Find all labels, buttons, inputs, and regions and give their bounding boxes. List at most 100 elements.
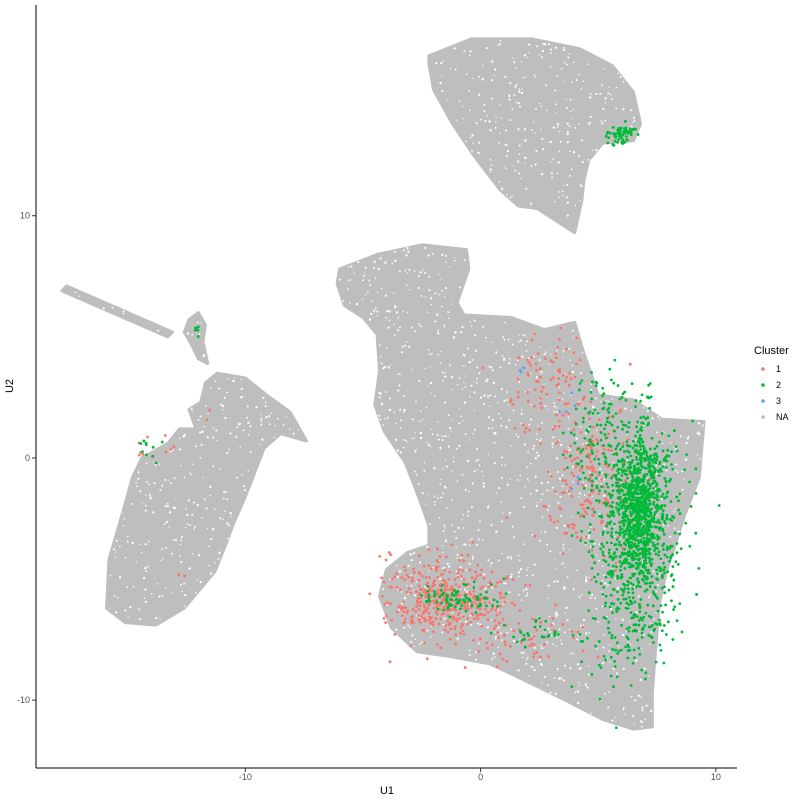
cluster-1-point [435, 612, 439, 616]
na-gap-speck [521, 656, 524, 659]
cluster-2-point [625, 473, 628, 477]
na-gap-speck [628, 621, 631, 623]
na-gap-speck [394, 438, 398, 442]
cluster-1-point [433, 583, 436, 587]
cluster-2-point [611, 415, 615, 418]
na-gap-speck [341, 299, 344, 303]
na-gap-speck [357, 261, 360, 264]
cluster-2-point [648, 547, 652, 551]
na-gap-speck [529, 462, 532, 465]
cluster-2-point [609, 131, 612, 135]
na-gap-speck [601, 605, 604, 608]
cluster-1-point [444, 582, 448, 586]
cluster-2-point [621, 458, 625, 461]
cluster-2-point [626, 607, 630, 611]
na-gap-speck [474, 334, 477, 337]
na-gap-speck [400, 591, 403, 593]
na-gap-speck [554, 692, 557, 695]
cluster-1-point [163, 434, 167, 437]
na-gap-speck [447, 435, 449, 437]
na-gap-speck [504, 464, 507, 466]
na-gap-speck [598, 559, 601, 562]
cluster-2-point [495, 600, 499, 604]
cluster-2-point [608, 421, 612, 425]
cluster-2-point [637, 646, 641, 650]
na-gap-speck [608, 650, 611, 653]
cluster-1-point [400, 576, 404, 579]
cluster-1-point [565, 375, 569, 379]
na-gap-speck [449, 67, 452, 70]
cluster-2-point [504, 592, 508, 596]
cluster-2-point [635, 467, 639, 471]
na-gap-speck [456, 637, 459, 640]
na-gap-speck [510, 573, 513, 576]
cluster-2-point [638, 428, 642, 432]
na-gap-speck [464, 433, 467, 435]
cluster-1-point [576, 456, 580, 460]
cluster-2-point [650, 532, 654, 535]
cluster-1-point [403, 578, 407, 582]
cluster-2-point [581, 420, 585, 424]
cluster-1-point [568, 371, 571, 375]
na-gap-speck [469, 614, 472, 617]
na-gap-speck [563, 524, 566, 527]
cluster-2-point [630, 540, 633, 544]
na-gap-speck [453, 257, 455, 259]
na-gap-speck [153, 482, 156, 485]
na-gap-speck [639, 678, 642, 682]
na-gap-speck [607, 706, 610, 709]
na-gap-speck [471, 482, 474, 485]
na-gap-speck [511, 343, 514, 346]
na-gap-speck [663, 463, 666, 466]
cluster-2-point [467, 599, 471, 603]
cluster-2-point [658, 440, 661, 444]
na-gap-speck [566, 201, 569, 204]
cluster-2-point [633, 444, 637, 447]
cluster-2-point [606, 408, 609, 412]
cluster-2-point [623, 533, 627, 537]
na-gap-speck [268, 423, 271, 426]
cluster-2-point [452, 588, 456, 592]
cluster-2-point [590, 449, 594, 453]
na-gap-speck [601, 122, 604, 125]
cluster-2-point [611, 564, 615, 568]
na-gap-speck [679, 435, 682, 438]
cluster-1-point [526, 373, 530, 377]
na-gap-speck [368, 279, 371, 282]
cluster-2-point [610, 602, 613, 605]
na-gap-speck [139, 617, 142, 620]
na-gap-speck [548, 615, 551, 618]
cluster-2-point [502, 623, 506, 627]
cluster-2-point [604, 594, 608, 598]
cluster-1-point [422, 590, 426, 594]
cluster-2-point [455, 598, 459, 601]
cluster-1-point [575, 362, 579, 366]
cluster-2-point [626, 505, 629, 509]
na-gap-speck [259, 444, 261, 446]
cluster-2-point [623, 584, 627, 587]
na-gap-speck [478, 76, 480, 78]
na-gap-speck [567, 416, 570, 418]
cluster-1-point [594, 470, 597, 474]
cluster-2-point [677, 508, 681, 512]
na-gap-speck [556, 172, 559, 175]
na-gap-speck [533, 646, 536, 649]
na-gap-speck [200, 444, 203, 447]
na-gap-speck [650, 631, 653, 633]
na-gap-speck [433, 500, 436, 503]
na-gap-speck [451, 389, 454, 391]
na-gap-speck [463, 50, 466, 53]
cluster-1-point [496, 631, 500, 634]
cluster-2-point [636, 491, 640, 495]
cluster-1-point [424, 609, 428, 613]
na-gap-speck [399, 419, 402, 422]
na-gap-speck [508, 514, 511, 516]
cluster-2-point [145, 453, 148, 457]
na-gap-speck [541, 682, 543, 684]
na-gap-speck [504, 143, 506, 146]
cluster-1-point [540, 390, 544, 393]
na-gap-speck [641, 725, 643, 728]
na-gap-speck [219, 517, 222, 520]
na-gap-speck [491, 60, 494, 63]
na-gap-speck [419, 436, 423, 440]
